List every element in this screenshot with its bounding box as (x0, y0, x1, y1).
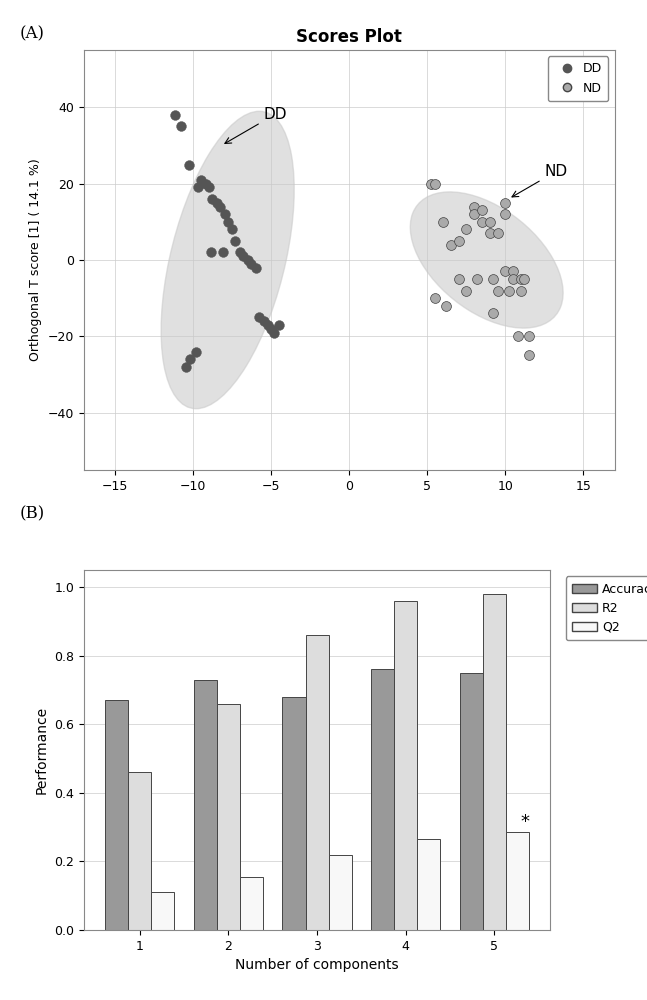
Text: DD: DD (225, 107, 287, 143)
ND (492, 283, 503, 299)
DD (219, 206, 230, 222)
Bar (283, 697, 305, 930)
Y-axis label: Performance: Performance (35, 706, 49, 794)
DD (185, 351, 195, 367)
ND (485, 225, 495, 241)
Ellipse shape (161, 111, 294, 409)
DD (238, 248, 248, 264)
ND (488, 305, 498, 321)
ND (477, 214, 487, 230)
ND (430, 290, 441, 306)
Text: (A): (A) (19, 25, 45, 42)
ND (516, 283, 526, 299)
Bar (217, 704, 240, 930)
Bar (394, 601, 417, 930)
X-axis label: Number of components: Number of components (236, 958, 399, 972)
Legend: Accuracy, R2, Q2: Accuracy, R2, Q2 (565, 576, 647, 640)
Bar (459, 673, 483, 930)
ND (461, 221, 472, 237)
DD (218, 244, 228, 260)
DD (170, 107, 180, 123)
DD (243, 252, 253, 268)
DD (196, 172, 206, 188)
DD (266, 321, 276, 337)
ND (512, 328, 523, 344)
Y-axis label: Orthogonal T score [1] ( 14.1 %): Orthogonal T score [1] ( 14.1 %) (30, 159, 43, 361)
ND (477, 202, 487, 218)
DD (212, 195, 222, 211)
Text: *: * (521, 813, 530, 831)
Bar (305, 635, 329, 930)
Bar (194, 680, 217, 930)
ND (441, 298, 452, 314)
Text: ND: ND (512, 164, 567, 197)
DD (274, 317, 284, 333)
DD (223, 214, 233, 230)
ND (523, 347, 534, 363)
ND (500, 206, 510, 222)
ND (425, 176, 435, 192)
ND (446, 237, 456, 253)
ND (503, 283, 514, 299)
DD (207, 191, 217, 207)
ND (472, 271, 483, 287)
DD (250, 260, 261, 276)
ND (469, 199, 479, 215)
ND (492, 225, 503, 241)
ND (488, 271, 498, 287)
DD (204, 179, 214, 195)
Bar (240, 877, 263, 930)
ND (519, 271, 529, 287)
ND (500, 263, 510, 279)
ND (485, 214, 495, 230)
Bar (506, 832, 529, 930)
Bar (371, 669, 394, 930)
DD (254, 309, 264, 325)
DD (184, 157, 194, 173)
Bar (329, 855, 351, 930)
ND (430, 176, 441, 192)
DD (269, 325, 280, 341)
DD (181, 359, 191, 375)
ND (523, 328, 534, 344)
DD (192, 344, 202, 360)
ND (454, 233, 464, 249)
DD (193, 179, 203, 195)
Bar (128, 772, 151, 930)
ND (469, 206, 479, 222)
ND (461, 283, 472, 299)
DD (246, 256, 256, 272)
ND (438, 214, 448, 230)
Bar (151, 892, 175, 930)
DD (215, 199, 225, 215)
Bar (483, 594, 506, 930)
ND (516, 271, 526, 287)
DD (263, 317, 274, 333)
Title: Scores Plot: Scores Plot (296, 28, 402, 46)
DD (205, 244, 215, 260)
Ellipse shape (410, 192, 563, 328)
DD (201, 176, 211, 192)
Legend: DD, ND: DD, ND (548, 56, 608, 101)
ND (454, 271, 464, 287)
ND (508, 263, 518, 279)
DD (258, 313, 269, 329)
DD (227, 221, 237, 237)
DD (230, 233, 241, 249)
Bar (417, 839, 440, 930)
Bar (105, 700, 128, 930)
Text: (B): (B) (19, 505, 45, 522)
DD (235, 244, 245, 260)
DD (176, 118, 186, 134)
ND (500, 195, 510, 211)
ND (508, 271, 518, 287)
